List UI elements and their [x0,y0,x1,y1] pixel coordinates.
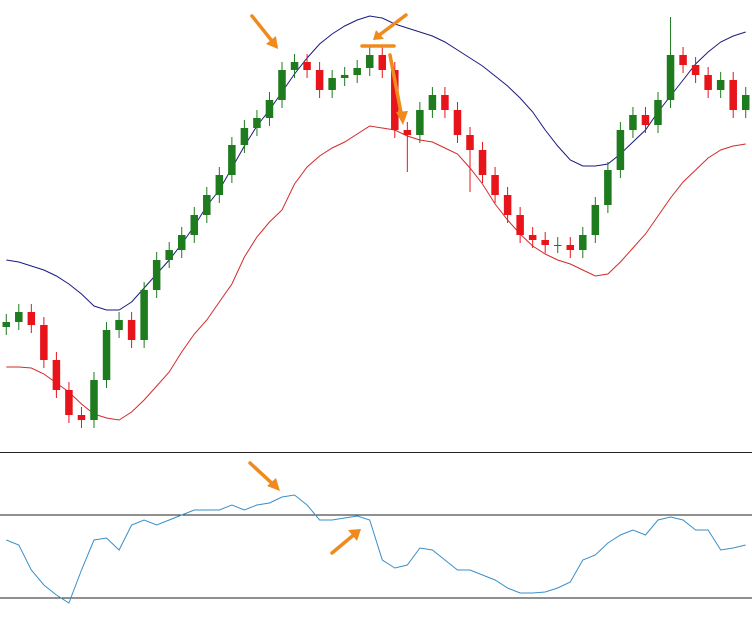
candle-body [90,380,98,420]
candle-body [52,360,61,390]
candle-body [691,65,700,75]
candle-body [240,128,249,145]
candle-body [102,330,111,380]
candle-body [428,95,437,110]
candle-body [77,415,86,420]
candle-body [215,175,224,195]
candle-body [2,322,11,327]
candle-body [152,260,161,290]
candle-body [315,70,324,90]
annotations [248,13,408,555]
candle-body [115,320,123,330]
candle-body [641,115,650,125]
candle-body [403,130,412,135]
candle-body [203,195,211,215]
candle-body [177,235,186,250]
candle-body [65,390,73,415]
candle-body [140,290,148,340]
candle-body [679,55,687,65]
candle-body [729,80,737,110]
candle-body [328,78,336,90]
candle-body [591,205,600,235]
candle-body [466,135,474,150]
candle-body [353,68,361,75]
candle-body [391,70,399,130]
arrow [388,53,408,125]
arrow [250,14,278,49]
candle-body [629,115,637,130]
candle-body [40,325,48,360]
candle-body [303,62,311,70]
candle-body [741,95,750,110]
candle-body [654,100,662,125]
candle-body [290,62,299,70]
series-line [6,125,746,421]
candle-body [278,70,286,100]
candle-body [127,320,136,340]
arrow [330,529,361,555]
candle-body [566,245,575,250]
candle-body [716,80,725,90]
candle-body [378,55,387,70]
candle-body [416,110,424,135]
candle-body [27,312,36,325]
candle-body [253,118,261,128]
candle-body [541,240,549,245]
candle-body [478,150,487,175]
arrow [373,13,408,40]
candle-body [579,235,587,250]
candle-body [516,215,524,235]
candle-body [340,75,349,78]
candle-body [190,215,199,235]
candle-body [265,100,274,118]
candle-body [228,145,236,175]
candle-body [503,195,512,215]
candle-body [616,130,625,170]
series-line [6,15,746,311]
arrow [248,461,280,491]
candle-body [165,250,173,260]
price-panel [2,15,750,428]
candle-body [528,235,537,240]
series-line [6,494,746,604]
candle-body [365,55,374,68]
candle-body [491,175,499,195]
oscillator-panel [0,494,752,604]
candle-body [453,110,462,135]
candle-body [15,312,23,322]
candle-body [604,170,612,205]
candle-body [666,55,675,100]
candle-body [441,95,449,110]
candle-body [704,75,712,90]
candle-body [553,245,562,246]
